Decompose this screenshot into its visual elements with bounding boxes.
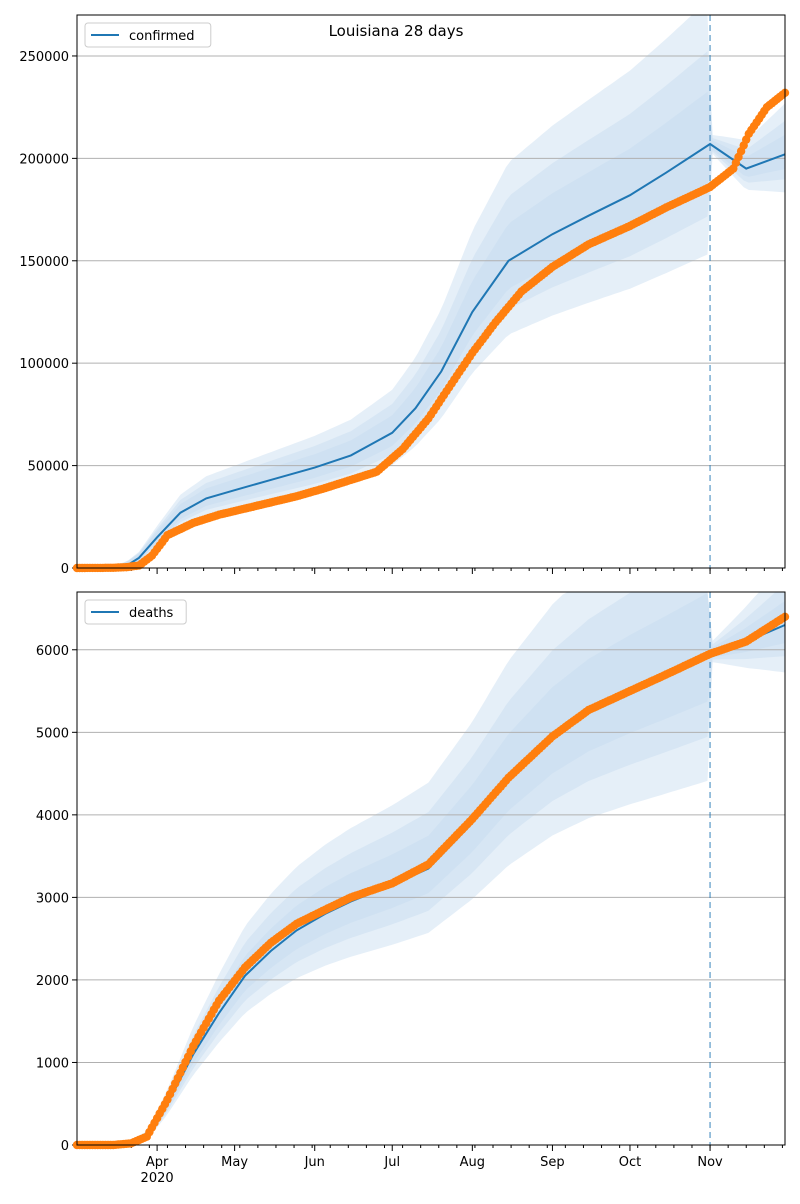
plot-frame: [76, 591, 786, 1146]
x-tick-label: Apr: [146, 1155, 169, 1170]
y-tick-label: 4000: [36, 809, 69, 824]
legend-label: confirmed: [129, 29, 195, 44]
uncertainty-band-3: [77, 91, 785, 569]
uncertainty-band-2: [77, 51, 785, 569]
x-tick-label: Jun: [304, 1155, 325, 1170]
legend-box: [84, 599, 187, 625]
uncertainty-band-3: [77, 593, 785, 1145]
y-tick-label: 6000: [36, 644, 69, 659]
uncertainty-band-2: [77, 592, 785, 1145]
x-tick-label: Jul: [383, 1155, 400, 1170]
y-tick-label: 0: [61, 1139, 69, 1154]
x-tick-label: Aug: [460, 1155, 485, 1170]
series-line-confirmed: [76, 142, 786, 569]
x-tick-label: Nov: [697, 1155, 723, 1170]
legend: deaths: [84, 599, 187, 625]
uncertainty-band-1: [77, 592, 785, 1145]
y-tick-label: 5000: [36, 726, 69, 741]
y-tick-label: 150000: [19, 255, 69, 270]
panel-1: 0 1000 2000 3000 4000 5000 6000 Apr May Jun Jul Aug…: [36, 591, 790, 1186]
x-tick-label: May: [221, 1155, 248, 1170]
y-tick-label: 50000: [28, 460, 69, 475]
x-year-label: 2020: [141, 1171, 174, 1186]
legend-box: [84, 22, 212, 48]
plot-frame: [76, 14, 786, 569]
x-tick-label: Sep: [540, 1155, 565, 1170]
uncertainty-band-1: [77, 15, 785, 568]
y-tick-label: 1000: [36, 1056, 69, 1071]
y-tick-label: 250000: [19, 50, 69, 65]
legend: confirmed: [84, 22, 212, 48]
panel-0: 0 50000 100000 150000 200000 250000 confirmed L…: [19, 14, 790, 577]
y-tick-label: 0: [61, 562, 69, 577]
y-tick-label: 100000: [19, 357, 69, 372]
y-tick-label: 3000: [36, 891, 69, 906]
legend-label: deaths: [129, 606, 174, 621]
y-tick-label: 200000: [19, 152, 69, 167]
y-tick-label: 2000: [36, 974, 69, 989]
x-tick-label: Oct: [619, 1155, 641, 1170]
chart-title: Louisiana 28 days: [329, 22, 464, 40]
